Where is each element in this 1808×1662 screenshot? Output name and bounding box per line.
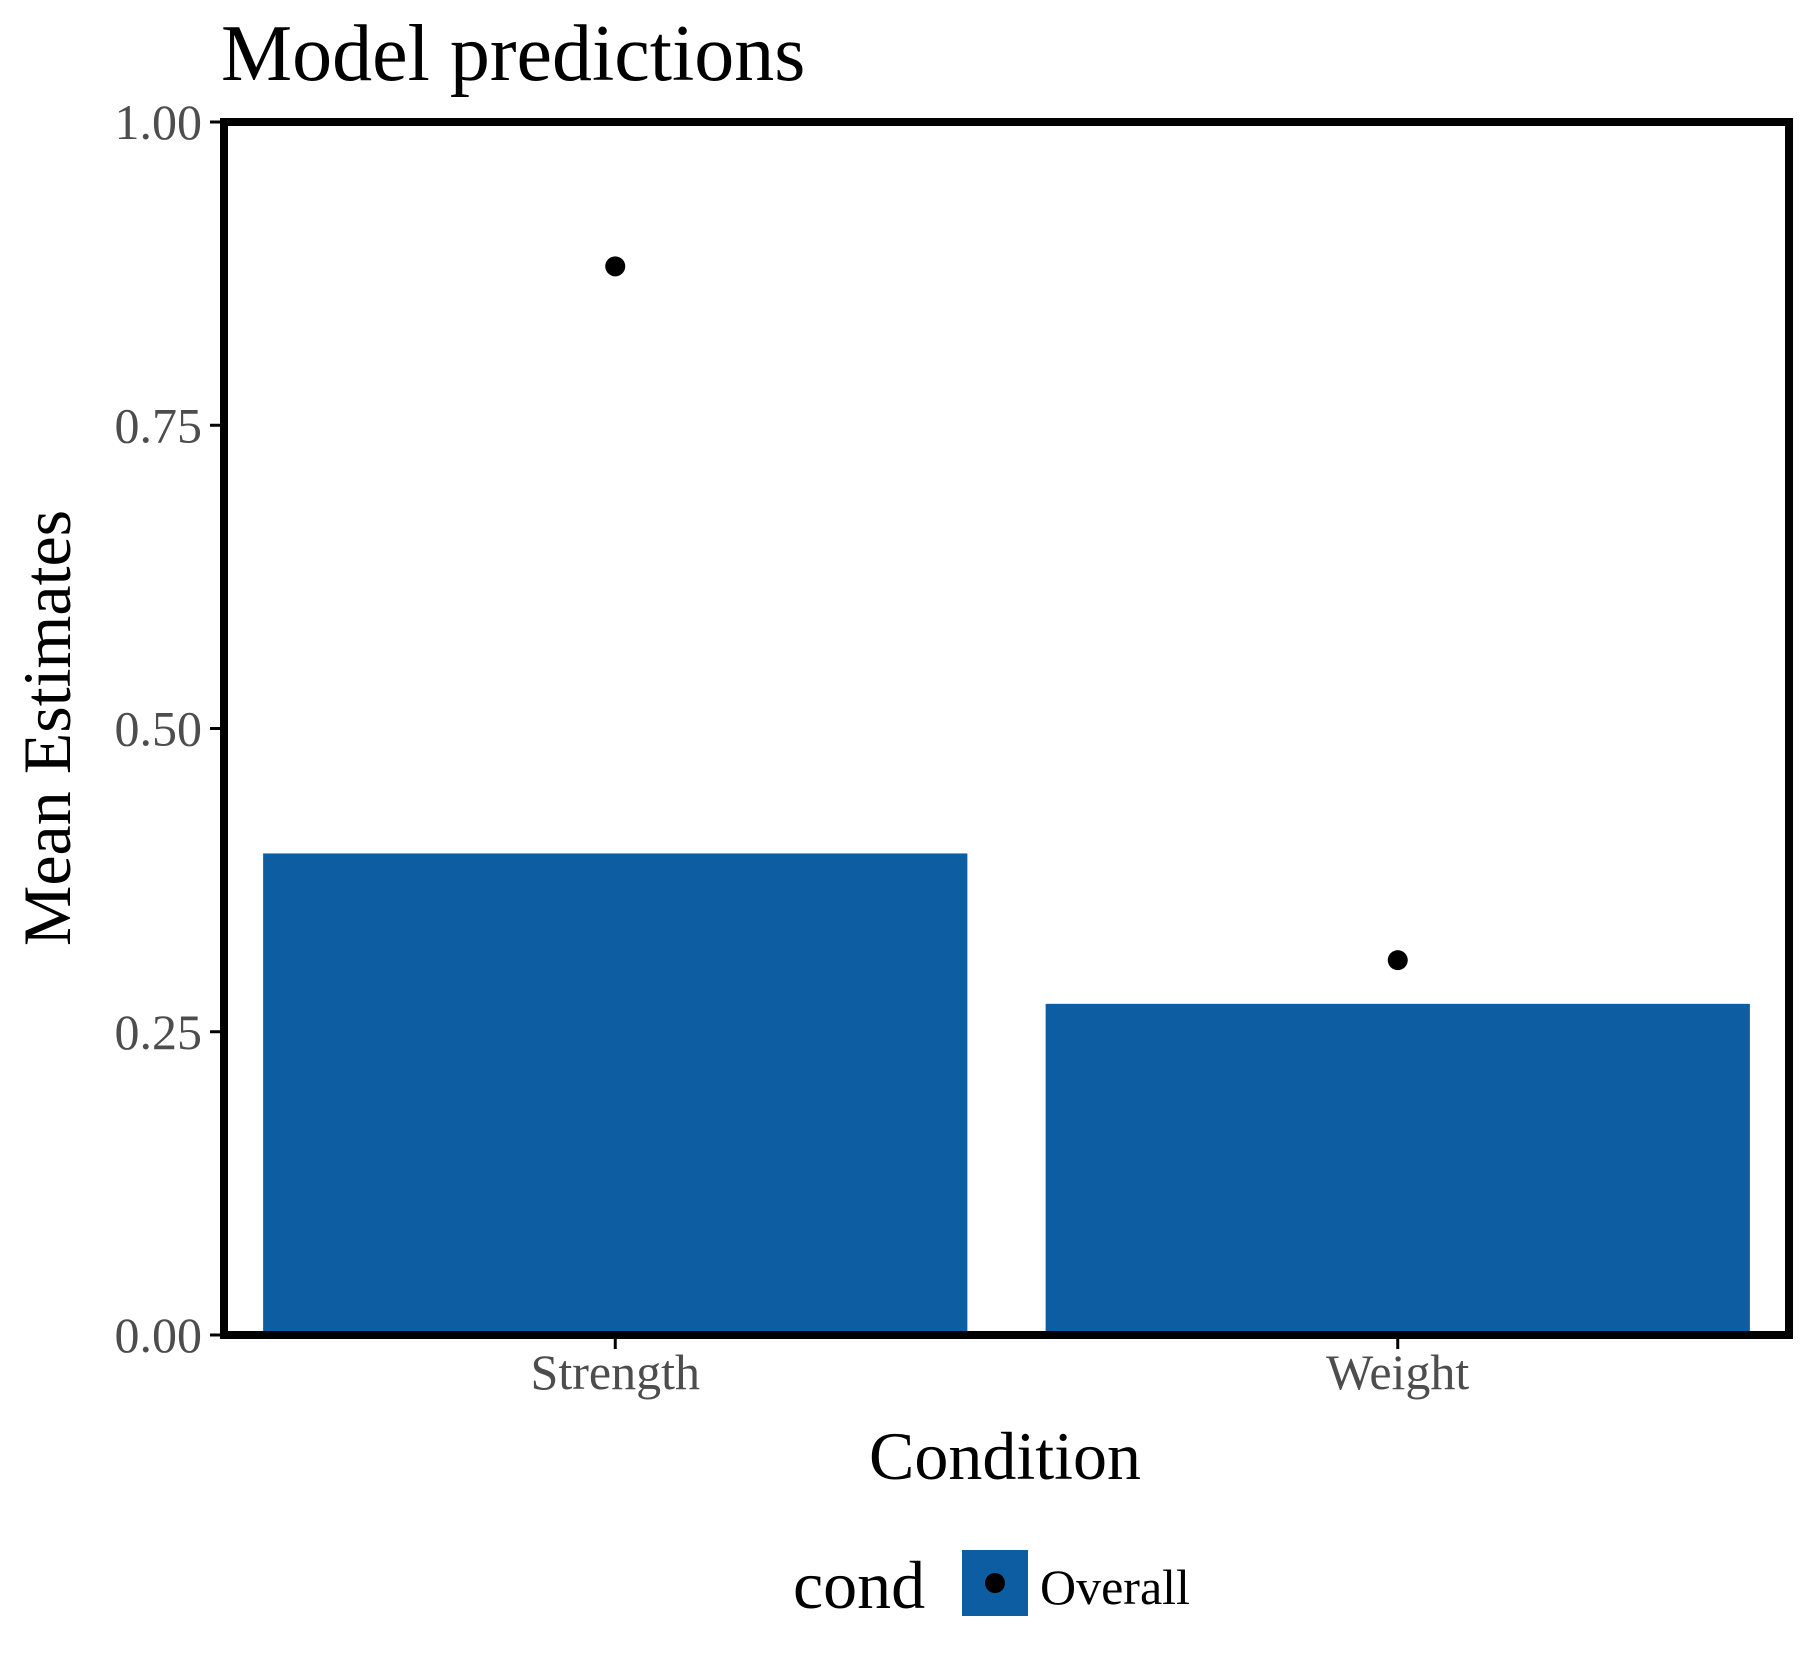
point-weight — [1387, 950, 1408, 971]
panel-border — [220, 118, 1793, 1339]
x-tick-label-strength: Strength — [531, 1344, 700, 1400]
point-strength — [605, 256, 626, 277]
bar-weight — [1045, 1003, 1750, 1335]
y-tick-label: 0.75 — [115, 397, 203, 453]
x-axis: Strength Weight — [531, 1339, 1469, 1400]
points-layer — [605, 256, 1408, 971]
legend: cond Overall — [793, 1547, 1190, 1623]
legend-label-overall: Overall — [1040, 1559, 1190, 1615]
x-tick-label-weight: Weight — [1326, 1344, 1469, 1400]
bars-layer — [263, 853, 1750, 1335]
y-axis: 0.00 0.25 0.50 0.75 1.00 — [115, 94, 220, 1363]
chart-title: Model predictions — [221, 10, 805, 98]
legend-key-point — [985, 1573, 1005, 1593]
y-tick-label: 0.50 — [115, 701, 203, 757]
x-axis-title: Condition — [869, 1418, 1141, 1494]
y-axis-title: Mean Estimates — [9, 510, 85, 946]
y-tick-label: 0.00 — [115, 1307, 203, 1363]
legend-title: cond — [793, 1547, 925, 1623]
y-tick-label: 1.00 — [115, 94, 203, 150]
y-tick-label: 0.25 — [115, 1004, 203, 1060]
bar-strength — [263, 853, 968, 1335]
